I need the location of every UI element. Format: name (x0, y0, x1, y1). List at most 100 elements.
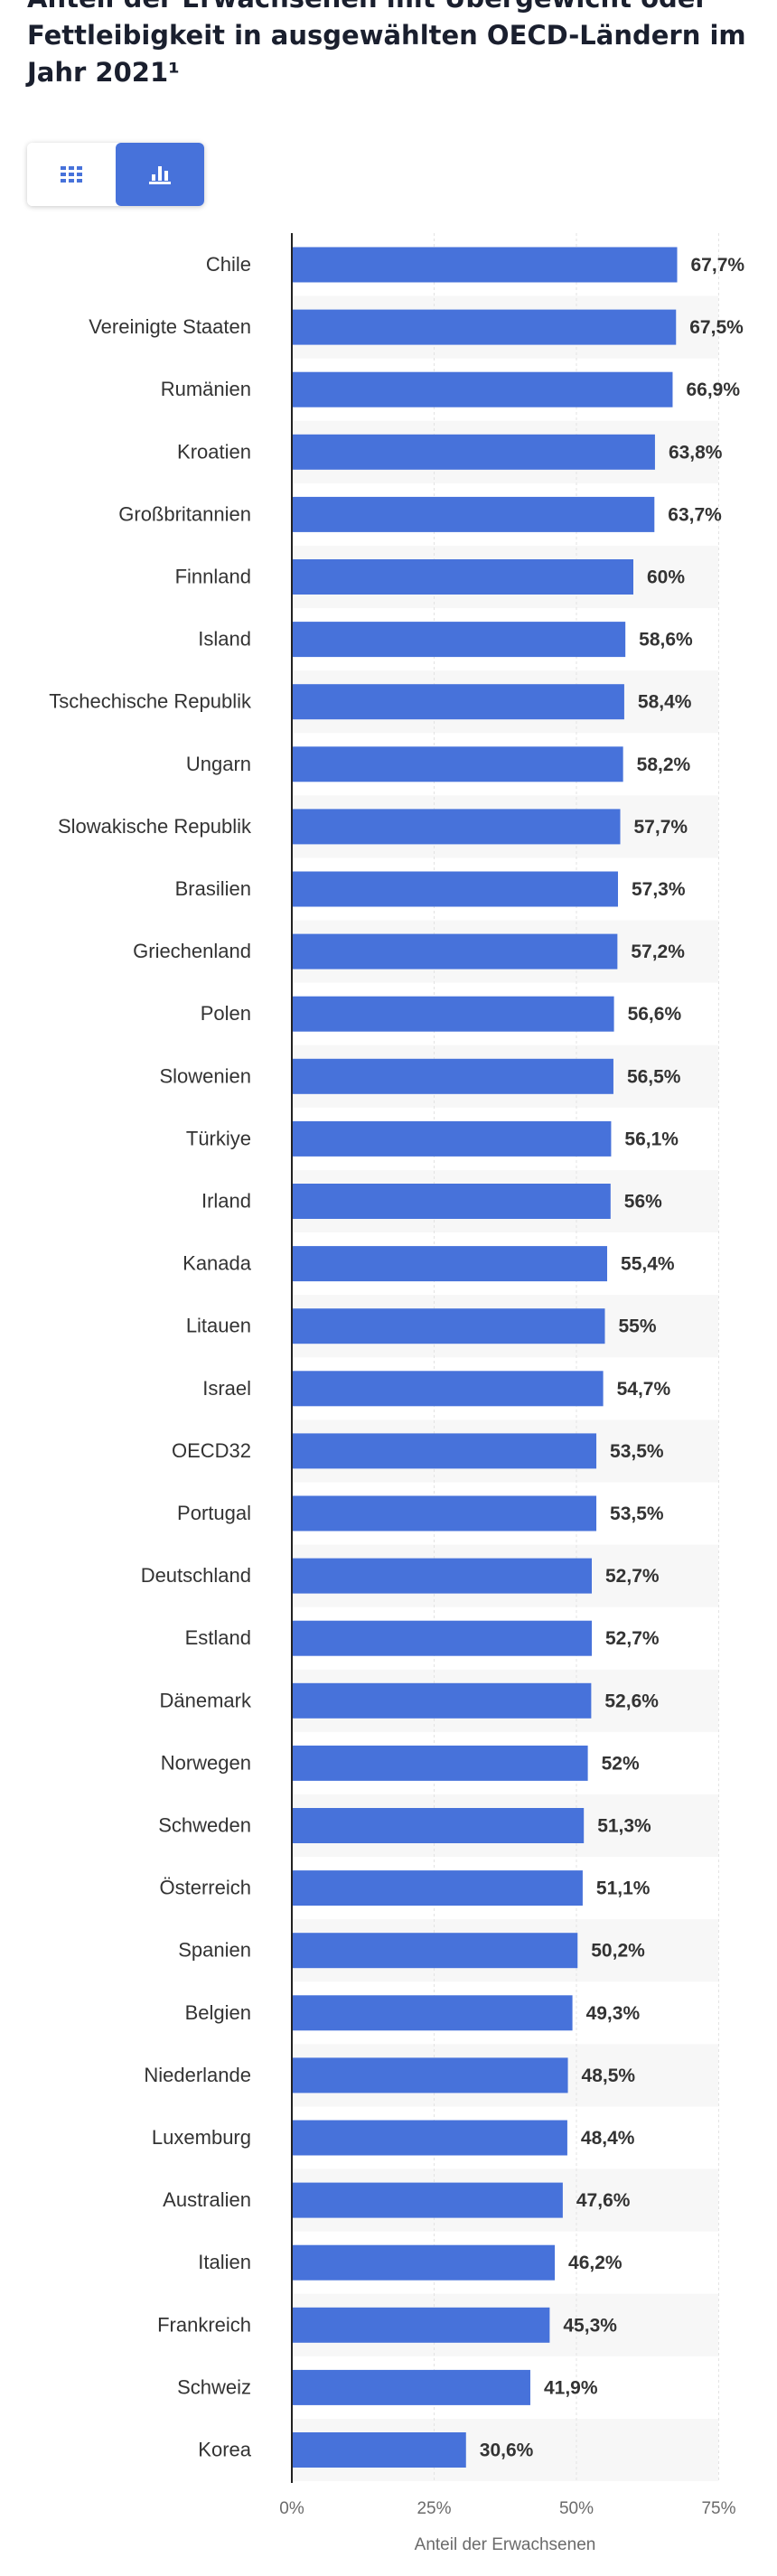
bar (292, 2432, 466, 2468)
bar (292, 2307, 550, 2343)
category-label: Estland (185, 1626, 251, 1649)
category-label: Israel (202, 1377, 251, 1400)
category-label: Korea (198, 2439, 251, 2461)
bar (292, 933, 618, 970)
x-tick-label: 75% (701, 2499, 735, 2518)
category-label: Belgien (185, 2001, 251, 2024)
bar (292, 1995, 573, 2031)
bar (292, 1620, 593, 1656)
bar-chart-icon (149, 166, 171, 184)
value-label: 46,2% (568, 2253, 623, 2273)
bar (292, 1246, 608, 1282)
value-label: 56,5% (627, 1066, 681, 1087)
value-label: 57,2% (631, 941, 685, 962)
value-label: 52,7% (605, 1628, 660, 1649)
bar (292, 2369, 530, 2405)
bar (292, 2182, 563, 2218)
bar (292, 809, 621, 845)
value-label: 53,5% (610, 1441, 664, 1462)
category-label: Irland (201, 1190, 251, 1213)
value-label: 52% (602, 1753, 640, 1774)
category-label: Schweiz (177, 2375, 251, 2398)
value-label: 56,6% (628, 1004, 682, 1025)
value-label: 63,8% (669, 442, 723, 463)
category-label: Tschechische Republik (49, 690, 252, 713)
x-tick-label: 25% (417, 2499, 451, 2518)
category-label: Norwegen (161, 1751, 251, 1774)
value-label: 54,7% (617, 1379, 671, 1400)
x-axis-title: Anteil der Erwachsenen (415, 2535, 596, 2554)
bar (292, 434, 655, 470)
bar (292, 247, 678, 283)
value-label: 56,1% (624, 1129, 679, 1149)
value-label: 49,3% (586, 2003, 641, 2024)
category-label: Kroatien (177, 440, 251, 463)
category-label: Island (198, 628, 251, 651)
category-label: Luxemburg (152, 2126, 251, 2149)
category-label: Ungarn (186, 753, 251, 775)
value-label: 57,3% (632, 879, 686, 900)
grid-icon (61, 166, 82, 183)
category-label: Slowakische Republik (58, 815, 252, 838)
category-label: Spanien (178, 1939, 251, 1962)
value-label: 47,6% (576, 2190, 631, 2211)
category-label: Italien (198, 2251, 251, 2273)
value-label: 60% (647, 567, 685, 588)
value-label: 67,5% (689, 317, 744, 338)
value-label: 58,4% (638, 692, 692, 713)
value-label: 56% (624, 1192, 662, 1213)
category-label: Polen (201, 1002, 251, 1025)
bar (292, 746, 623, 782)
value-label: 55% (619, 1316, 657, 1337)
category-label: Großbritannien (118, 502, 251, 525)
value-label: 63,7% (668, 504, 722, 525)
category-label: Portugal (177, 1502, 251, 1524)
category-label: OECD32 (172, 1439, 251, 1462)
bar (292, 1371, 604, 1407)
value-label: 55,4% (621, 1254, 675, 1275)
bar (292, 1120, 612, 1157)
category-label: Kanada (183, 1252, 252, 1275)
bar (292, 1058, 613, 1094)
category-label: Niederlande (144, 2064, 251, 2086)
category-label: Österreich (160, 1877, 251, 1899)
category-label: Slowenien (159, 1064, 251, 1087)
value-label: 30,6% (480, 2440, 534, 2461)
value-label: 58,6% (639, 630, 693, 651)
category-label: Dänemark (160, 1689, 252, 1711)
value-label: 57,7% (634, 817, 688, 838)
chart-view-button[interactable] (116, 143, 204, 206)
category-label: Vereinigte Staaten (89, 315, 251, 338)
value-label: 58,2% (637, 754, 691, 775)
category-label: Türkiye (186, 1127, 251, 1149)
category-label: Frankreich (157, 2313, 251, 2336)
x-tick-label: 0% (279, 2499, 304, 2518)
value-label: 50,2% (591, 1941, 645, 1962)
category-label: Rumänien (161, 378, 251, 400)
category-label: Griechenland (133, 940, 251, 962)
chart-title: Anteil der Erwachsenen mit Übergewicht o… (27, 0, 746, 88)
bar (292, 559, 633, 595)
view-toggle (27, 143, 204, 206)
category-label: Schweden (158, 1814, 251, 1837)
category-label: Australien (163, 2188, 251, 2211)
value-label: 52,6% (604, 1691, 659, 1711)
table-view-button[interactable] (27, 143, 116, 206)
bar (292, 622, 626, 658)
value-label: 67,7% (691, 255, 745, 276)
bar (292, 996, 614, 1032)
category-label: Brasilien (175, 877, 251, 900)
value-label: 52,7% (605, 1566, 660, 1587)
category-label: Chile (206, 253, 251, 276)
x-tick-label: 50% (559, 2499, 594, 2518)
value-label: 51,3% (597, 1816, 651, 1837)
bar (292, 1808, 585, 1843)
bar (292, 684, 624, 720)
category-label: Litauen (186, 1315, 251, 1337)
bar (292, 1433, 597, 1469)
value-label: 51,1% (596, 1878, 651, 1899)
bar (292, 871, 618, 907)
bar (292, 1933, 578, 1969)
bar (292, 1870, 583, 1906)
bar (292, 309, 677, 345)
